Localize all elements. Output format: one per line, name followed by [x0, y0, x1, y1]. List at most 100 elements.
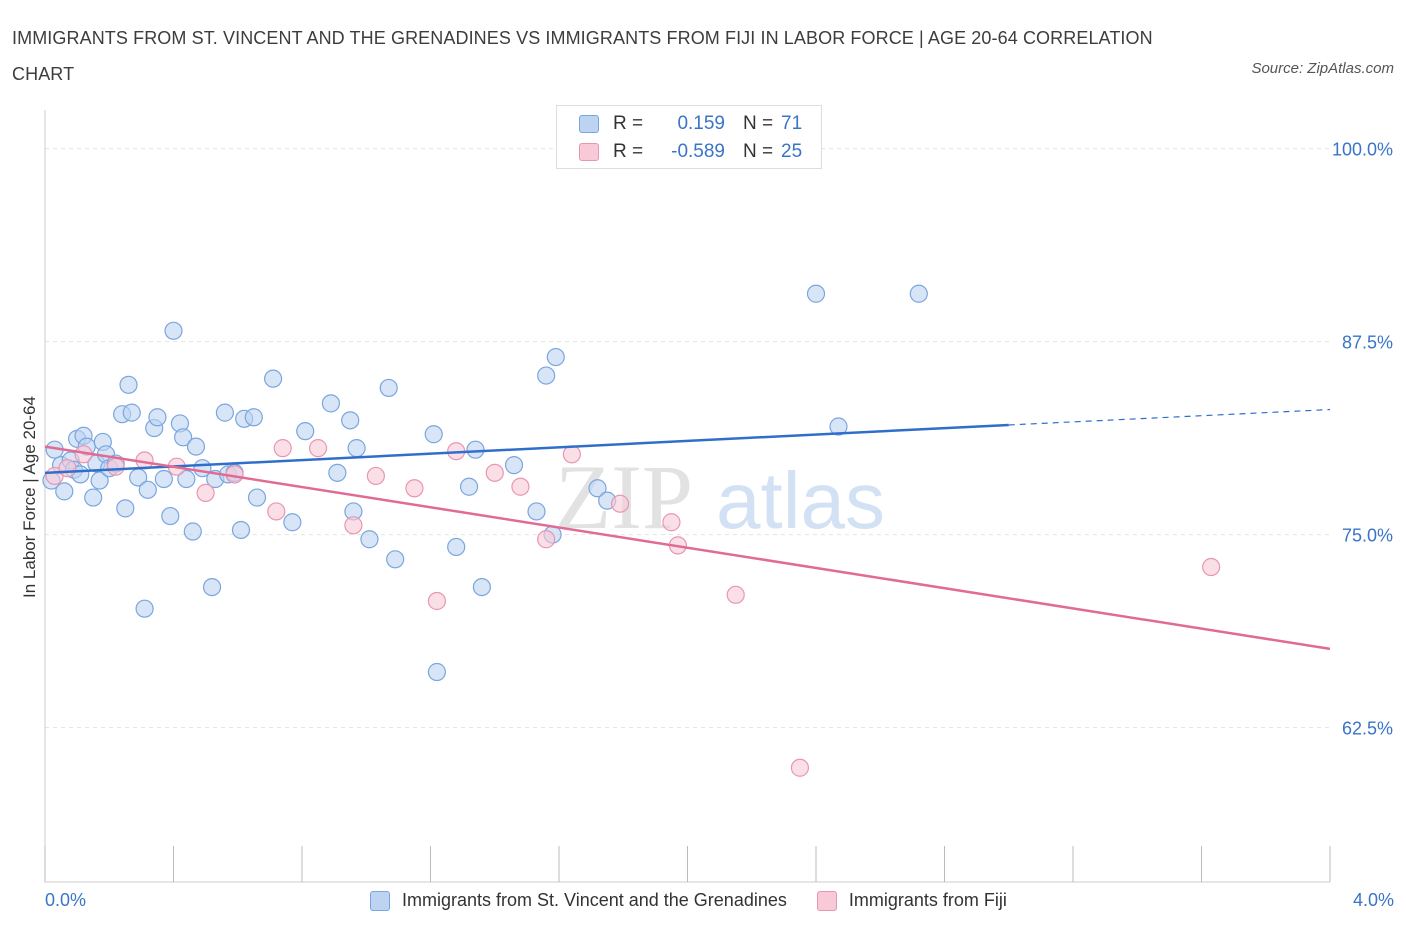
point-st-vincent: [321, 394, 341, 413]
trend-line-st-vincent: [44, 423, 1009, 475]
point-fiji: [427, 591, 447, 611]
point-fiji: [790, 758, 810, 777]
chart-title: IMMIGRANTS FROM ST. VINCENT AND THE GREN…: [12, 28, 1153, 84]
point-fiji: [405, 479, 424, 498]
point-st-vincent: [347, 439, 366, 458]
point-fiji: [366, 466, 385, 486]
point-st-vincent: [55, 482, 74, 501]
point-fiji: [344, 516, 363, 535]
point-st-vincent: [183, 522, 202, 541]
point-st-vincent: [427, 662, 447, 682]
legend-r-value: 0.159: [677, 113, 725, 134]
legend-n-label: N =: [743, 141, 774, 162]
point-st-vincent: [122, 403, 141, 422]
point-st-vincent: [164, 321, 183, 340]
point-st-vincent: [186, 437, 206, 456]
source-label: Source: ZipAtlas.com: [1251, 60, 1394, 77]
point-fiji: [308, 439, 328, 458]
point-fiji: [662, 513, 681, 532]
point-fiji: [273, 439, 292, 458]
point-st-vincent: [296, 422, 315, 441]
point-fiji: [58, 459, 77, 478]
legend-n-value: 25: [781, 141, 803, 162]
point-fiji: [106, 457, 125, 476]
point-fiji: [267, 502, 286, 521]
legend-swatch-blue: [370, 890, 390, 911]
legend-item-st-vincent[interactable]: Immigrants from St. Vincent and the Gren…: [370, 890, 787, 911]
point-fiji: [485, 463, 504, 482]
trend-line-fiji: [44, 445, 1331, 651]
axes: [44, 110, 1331, 883]
point-st-vincent: [341, 411, 360, 430]
point-st-vincent: [148, 408, 167, 427]
point-st-vincent: [424, 425, 443, 444]
point-st-vincent: [174, 428, 193, 447]
point-st-vincent: [527, 502, 546, 521]
point-fiji: [196, 483, 215, 503]
x-tick-label-min: 0.0%: [45, 890, 87, 910]
point-fiji: [1202, 557, 1221, 577]
point-fiji: [562, 445, 581, 464]
legend-label: Immigrants from Fiji: [848, 890, 1007, 910]
point-st-vincent: [116, 499, 135, 518]
point-st-vincent: [328, 463, 347, 482]
legend-r-value: -0.589: [671, 141, 725, 162]
y-tick-labels: 62.5% 75.0% 87.5% 100.0%: [1332, 140, 1393, 739]
legend-r-label: R =: [613, 113, 644, 134]
point-st-vincent: [263, 369, 283, 388]
point-st-vincent: [135, 599, 154, 618]
point-st-vincent: [806, 284, 826, 303]
point-st-vincent: [84, 488, 103, 507]
point-st-vincent: [537, 366, 556, 385]
legend-n-value: 71: [781, 113, 803, 134]
point-st-vincent: [154, 469, 173, 489]
y-tick-label: 75.0%: [1342, 526, 1393, 546]
point-st-vincent: [466, 440, 485, 459]
point-st-vincent: [588, 479, 607, 498]
trend-line-st-vincent-extension: [1008, 408, 1331, 426]
legend-r-label: R =: [613, 141, 644, 162]
y-tick-label: 62.5%: [1342, 719, 1393, 739]
series-legend: Immigrants from St. Vincent and the Gren…: [370, 890, 1037, 911]
legend-swatch-pink: [579, 143, 599, 161]
point-st-vincent: [504, 456, 524, 475]
gridlines: [45, 148, 1330, 729]
correlation-legend: R = 0.159 N = 71 R = -0.589 N = 25: [556, 105, 822, 169]
y-tick-label: 100.0%: [1332, 140, 1393, 160]
point-st-vincent: [244, 408, 263, 427]
point-st-vincent: [386, 550, 405, 569]
watermark: ZIP atlas: [555, 446, 885, 548]
point-fiji: [511, 477, 530, 496]
legend-row-pink: R = -0.589 N = 25: [579, 139, 802, 165]
point-st-vincent: [379, 378, 398, 398]
legend-swatch-pink: [816, 890, 837, 911]
point-st-vincent: [447, 537, 466, 557]
legend-label: Immigrants from St. Vincent and the Gren…: [402, 890, 787, 910]
legend-item-fiji[interactable]: Immigrants from Fiji: [816, 890, 1007, 911]
point-st-vincent: [177, 469, 196, 489]
point-st-vincent: [90, 471, 109, 490]
trend-lines: [44, 408, 1331, 651]
point-st-vincent: [231, 520, 251, 540]
legend-row-blue: R = 0.159 N = 71: [579, 111, 802, 137]
watermark-atlas: atlas: [716, 456, 885, 545]
point-st-vincent: [202, 577, 222, 597]
y-tick-label: 87.5%: [1342, 333, 1393, 353]
point-st-vincent: [829, 417, 848, 436]
point-st-vincent: [909, 284, 928, 303]
point-fiji: [537, 530, 556, 549]
point-st-vincent: [138, 480, 157, 499]
point-st-vincent: [215, 403, 234, 422]
point-st-vincent: [161, 506, 180, 526]
point-st-vincent: [247, 488, 267, 507]
legend-n-label: N =: [743, 113, 774, 134]
point-fiji: [610, 494, 630, 513]
point-st-vincent: [283, 513, 302, 532]
x-tick-label-max: 4.0%: [1352, 890, 1394, 910]
point-st-vincent: [360, 530, 379, 549]
point-st-vincent: [119, 375, 138, 394]
point-st-vincent: [459, 477, 479, 496]
point-st-vincent: [472, 577, 491, 597]
point-st-vincent: [546, 347, 565, 367]
